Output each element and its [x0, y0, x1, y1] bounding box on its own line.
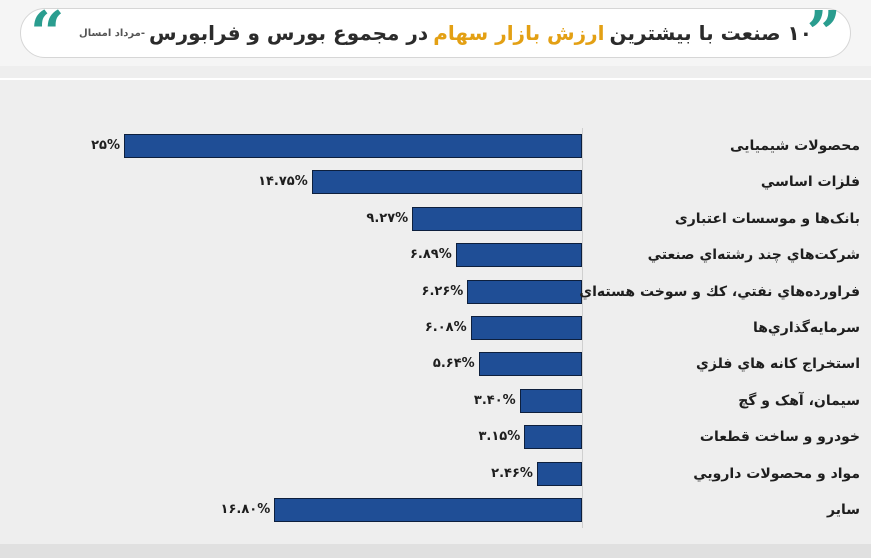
bar-6	[470, 316, 582, 340]
title-note: -مرداد امسال	[79, 27, 145, 39]
category-label-11: ساير	[827, 502, 860, 518]
value-label-1: ۲۵%	[91, 138, 120, 153]
bar-9	[524, 425, 582, 450]
value-label-7: ۵.۶۴%	[432, 356, 475, 372]
quote-right-icon: ”	[806, 0, 841, 69]
title-highlight: ارزش بازار سهام	[433, 21, 605, 45]
value-label-11: ۱۶.۸۰%	[220, 502, 271, 517]
title-part2: در مجموع بورس و فرابورس	[149, 21, 429, 45]
value-label-3: ۹.۲۷%	[366, 210, 409, 226]
category-label-4: شرکت‌هاي چند رشته‌اي صنعتي	[647, 247, 860, 264]
value-label-2: ۱۴.۷۵%	[258, 174, 308, 190]
bar-2	[311, 170, 582, 195]
bar-7	[478, 352, 582, 377]
category-axis-line	[582, 128, 583, 528]
category-label-1: محصولات شیمیایی	[730, 138, 860, 154]
value-label-8: ۳.۴۰%	[473, 392, 516, 408]
quote-left-icon: “	[30, 0, 65, 69]
bar-chart: ۲۵% محصولات شیمیایی ۱۴.۷۵% فلزات اساسي ۹.۲۷%…	[0, 66, 871, 544]
value-label-4: ۶.۸۹%	[409, 247, 452, 263]
bar-8	[519, 388, 582, 413]
chart-title: ۱۰ صنعت با بیشترین ارزش بازار سهام در مج…	[79, 8, 812, 58]
header-band: “ ” ۱۰ صنعت با بیشترین ارزش بازار سهام د…	[0, 0, 871, 66]
bar-10	[536, 461, 582, 486]
value-label-9: ۳.۱۵%	[478, 429, 521, 445]
bar-11	[274, 498, 582, 522]
value-label-10: ۲.۴۶%	[491, 465, 533, 481]
category-label-2: فلزات اساسي	[760, 174, 860, 191]
bar-3	[412, 206, 582, 231]
category-label-5: فراورده‌هاي نفتي، کك و سوخت هسته‌اي	[579, 283, 860, 300]
bar-4	[455, 243, 582, 268]
category-label-8: سیمان، آهک و گچ	[738, 392, 860, 409]
title-pill	[20, 8, 851, 58]
category-label-6: سرمایه‌گذاري‌ها	[752, 320, 860, 336]
value-label-5: ۶.۲۶%	[421, 283, 464, 299]
category-label-3: بانک‌ها و موسسات اعتباری	[674, 210, 860, 227]
footer-band	[0, 544, 871, 558]
bar-1	[124, 134, 582, 158]
bar-5	[467, 279, 582, 304]
value-label-6: ۶.۰۸%	[424, 320, 467, 335]
category-label-10: مواد و محصولات دارويي	[693, 465, 860, 482]
title-part1: ۱۰ صنعت با بیشترین	[609, 21, 812, 45]
divider-line	[0, 78, 871, 80]
category-label-7: استخراج کانه هاي فلزي	[696, 356, 860, 373]
category-label-9: خودرو و ساخت قطعات	[699, 429, 860, 446]
